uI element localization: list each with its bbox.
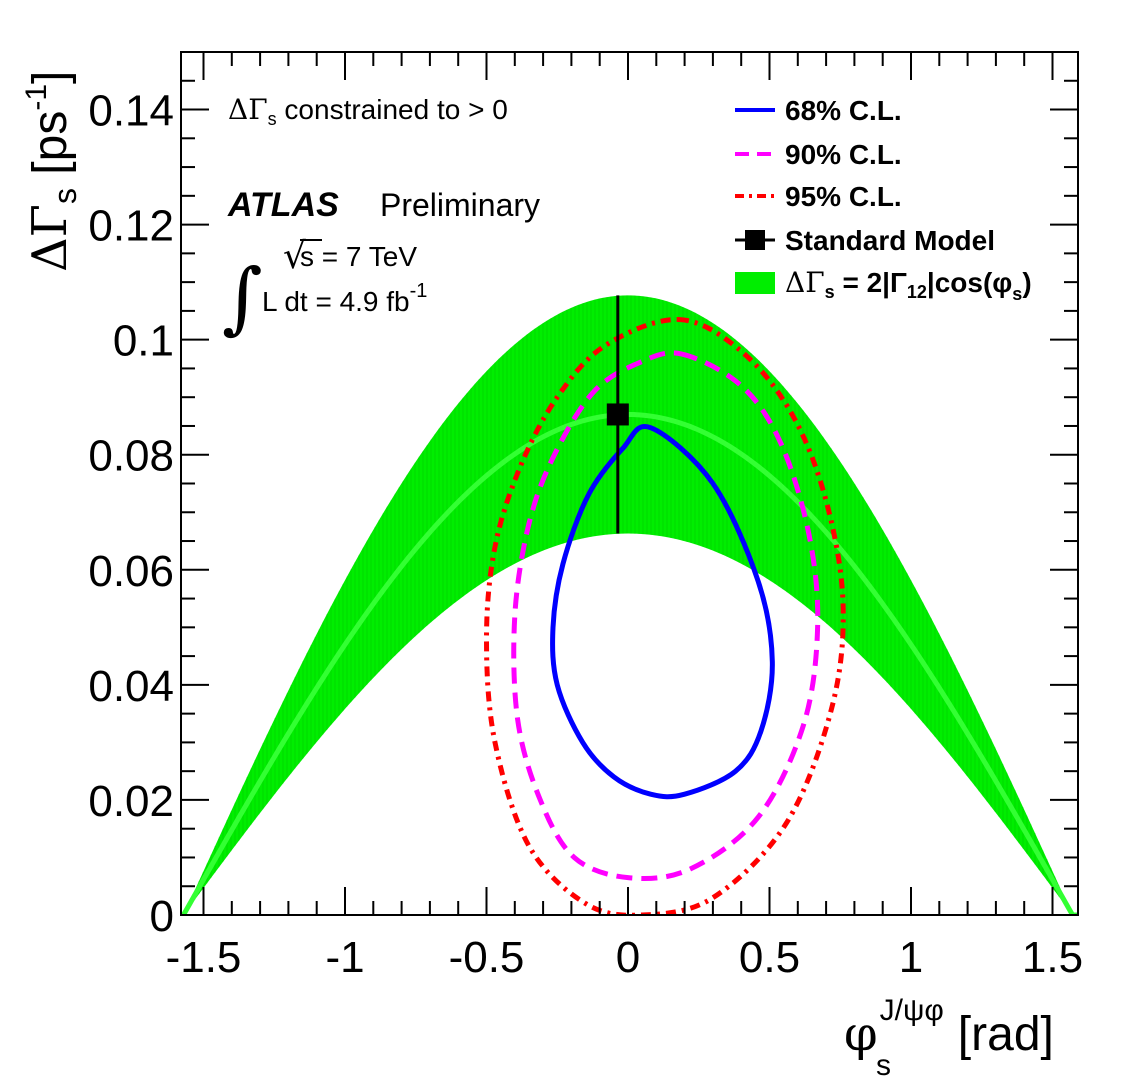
- y-tick-label: 0.06: [88, 547, 174, 596]
- y-axis-symbol: ΔΓ: [22, 204, 78, 272]
- y-tick-label: 0.04: [88, 662, 174, 711]
- y-tick-label: 0.12: [88, 202, 174, 251]
- y-tick-label: 0.1: [113, 317, 174, 366]
- x-tick-label: 0: [616, 933, 640, 982]
- legend-band-mid2: |cos(φ: [927, 267, 1012, 298]
- x-tick-label: 0.5: [739, 933, 800, 982]
- legend-band-sub1: s: [825, 282, 835, 302]
- constraint-note: ΔΓs constrained to > 0: [228, 93, 508, 129]
- status-label: Preliminary: [380, 187, 540, 223]
- legend-label-band: ΔΓs = 2|Γ12|cos(φs): [785, 266, 1032, 304]
- y-tick-label: 0: [150, 892, 174, 941]
- experiment-label: ATLAS: [227, 186, 339, 224]
- legend-band-end: ): [1022, 267, 1031, 298]
- legend-label-95: 95% C.L.: [785, 181, 902, 212]
- lumi-text: L dt = 4.9 fb: [262, 286, 410, 317]
- legend-label-sm: Standard Model: [785, 225, 995, 256]
- x-tick-labels: -1.5 -1 -0.5 0 0.5 1 1.5: [166, 933, 1084, 982]
- constraint-symbol: ΔΓ: [228, 93, 268, 126]
- lumi-label: L dt = 4.9 fb-1: [262, 280, 427, 317]
- y-axis-unit-sup: -1: [20, 84, 53, 111]
- x-tick-label: -1.5: [166, 933, 242, 982]
- y-tick-labels: 0 0.02 0.04 0.06 0.08 0.1 0.12 0.14: [88, 87, 174, 941]
- constraint-text: constrained to > 0: [277, 94, 508, 125]
- y-axis-title: ΔΓs [ps-1]: [20, 71, 83, 272]
- legend-item-band: ΔΓs = 2|Γ12|cos(φs): [735, 266, 1032, 304]
- x-axis-unit: [rad]: [958, 1008, 1054, 1061]
- legend-item-95: 95% C.L.: [735, 181, 902, 212]
- legend-band-prefix: ΔΓ: [785, 266, 825, 299]
- y-axis-sub: s: [47, 188, 83, 204]
- legend-band-sub2: 12: [907, 282, 927, 302]
- legend-marker-sm: [745, 230, 765, 250]
- y-tick-label: 0.02: [88, 777, 174, 826]
- energy-label: s = 7 TeV: [300, 241, 417, 272]
- standard-model-layer: [606, 295, 629, 534]
- integral-sign: ∫: [222, 253, 263, 343]
- legend-item-sm: Standard Model: [735, 225, 995, 256]
- constraint-sub: s: [268, 109, 277, 129]
- x-axis-symbol: φ: [844, 1006, 878, 1062]
- contour-layer: [483, 317, 846, 915]
- legend-band-sub3: s: [1012, 284, 1022, 304]
- x-tick-label: -1: [325, 933, 364, 982]
- tick-marks: [181, 51, 1078, 916]
- band-fill: [181, 295, 1078, 915]
- x-axis-title: φJ/ψφ [rad]: [844, 994, 1054, 1062]
- legend-swatch-band: [735, 272, 775, 294]
- legend: 68% C.L. 90% C.L. 95% C.L. Standard Mode…: [735, 95, 1032, 304]
- x-tick-label: -0.5: [449, 933, 525, 982]
- standard-model-marker: [606, 403, 629, 426]
- legend-item-90: 90% C.L.: [735, 139, 902, 170]
- y-tick-label: 0.14: [88, 87, 174, 136]
- contour-90-cl: [511, 350, 821, 881]
- contour-68-cl: [550, 424, 775, 800]
- x-axis-sup: J/ψφ: [880, 994, 944, 1027]
- lumi-sup: -1: [410, 280, 428, 302]
- sqrt-sign: √: [283, 236, 306, 277]
- legend-label-68: 68% C.L.: [785, 95, 902, 126]
- y-axis-unit-open: [ps: [24, 111, 77, 175]
- legend-band-mid: = 2|Γ: [835, 267, 907, 298]
- legend-item-68: 68% C.L.: [735, 95, 902, 126]
- x-tick-label: 1: [899, 933, 923, 982]
- x-tick-label: 1.5: [1022, 933, 1083, 982]
- band-layer: [181, 295, 1078, 915]
- legend-label-90: 90% C.L.: [785, 139, 902, 170]
- x-axis-sub: s: [876, 1049, 891, 1082]
- y-axis-unit-close: ]: [24, 71, 77, 84]
- y-tick-label: 0.08: [88, 432, 174, 481]
